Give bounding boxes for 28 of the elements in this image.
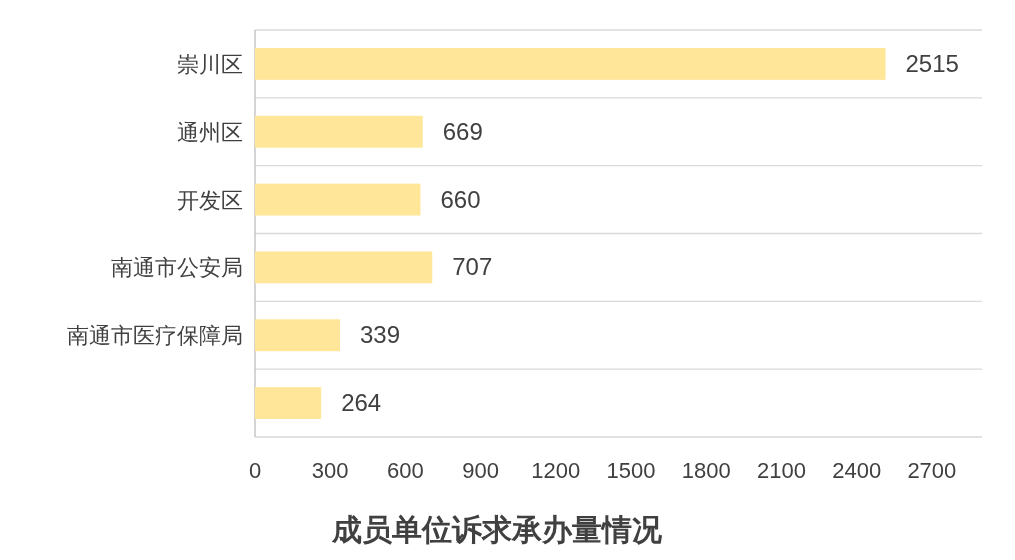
x-tick-label: 300 [311, 458, 349, 483]
bar [255, 183, 421, 216]
data-label: 707 [452, 253, 493, 281]
bar [255, 47, 886, 80]
x-tick-label: 1500 [606, 458, 656, 483]
bar [255, 387, 322, 420]
y-tick-label: 开发区 [177, 187, 243, 213]
y-tick-label: 崇川区 [177, 51, 243, 77]
x-tick-label: 900 [462, 458, 499, 483]
x-tick-label: 1200 [531, 458, 581, 483]
data-label: 339 [359, 321, 401, 349]
data-label: 264 [341, 389, 382, 417]
x-tick-label: 2400 [832, 458, 882, 483]
data-label: 660 [440, 185, 481, 213]
y-tick-label: 南通市医疗保障局 [67, 323, 243, 349]
x-tick-label: 600 [387, 458, 424, 483]
x-tick-label: 2700 [907, 458, 957, 483]
data-label: 2515 [905, 49, 959, 77]
y-tick-label: 南通市公安局 [111, 255, 243, 281]
y-tick-label: 通州区 [177, 119, 243, 145]
bar [255, 115, 423, 148]
x-tick-label: 2100 [756, 458, 806, 483]
x-tick-label: 1800 [681, 458, 731, 483]
bar [255, 251, 433, 284]
x-tick-label: 0 [248, 458, 262, 483]
text: 成员单位诉求承办量情况 [331, 513, 663, 546]
bar [255, 319, 340, 352]
data-label: 669 [442, 117, 483, 145]
